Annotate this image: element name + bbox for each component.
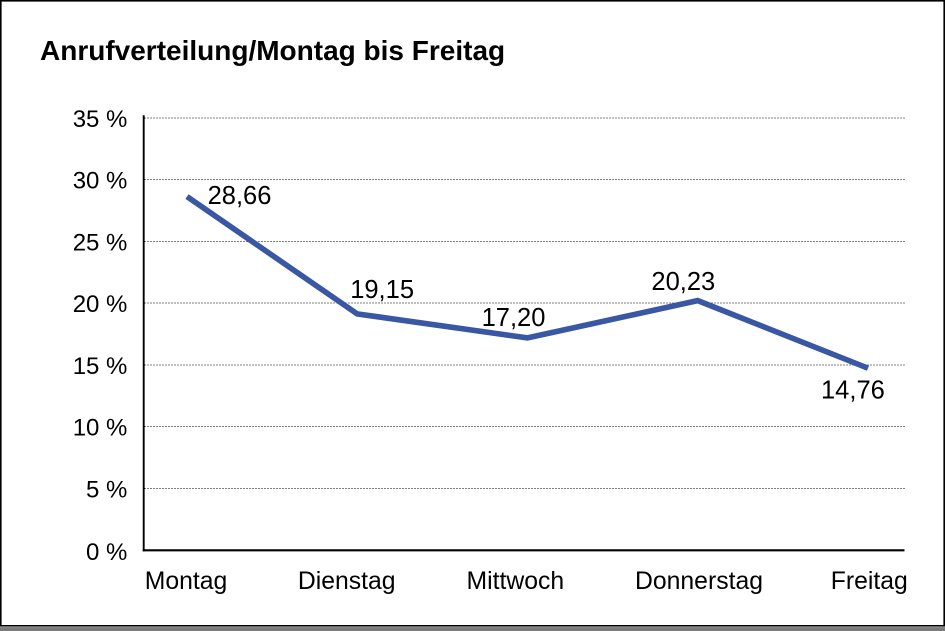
svg-text:17,20: 17,20 [482, 304, 546, 332]
svg-text:30 %: 30 % [73, 168, 128, 195]
svg-text:Anrufverteilung/Montag bis Fre: Anrufverteilung/Montag bis Freitag [40, 35, 505, 66]
svg-text:Dienstag: Dienstag [298, 568, 396, 595]
svg-text:0 %: 0 % [86, 539, 127, 566]
svg-text:28,66: 28,66 [208, 182, 272, 210]
svg-text:20 %: 20 % [73, 291, 128, 318]
svg-text:15 %: 15 % [73, 353, 128, 380]
svg-text:Mittwoch: Mittwoch [466, 568, 564, 595]
svg-text:Montag: Montag [145, 568, 228, 595]
svg-text:25 %: 25 % [73, 229, 128, 256]
svg-text:14,76: 14,76 [821, 376, 885, 404]
svg-text:20,23: 20,23 [651, 268, 715, 296]
svg-text:19,15: 19,15 [350, 276, 414, 304]
svg-text:5 %: 5 % [86, 476, 127, 503]
svg-text:Donnerstag: Donnerstag [635, 568, 763, 595]
svg-text:10 %: 10 % [73, 415, 128, 442]
svg-text:35 %: 35 % [73, 106, 128, 133]
svg-text:Freitag: Freitag [831, 568, 908, 595]
